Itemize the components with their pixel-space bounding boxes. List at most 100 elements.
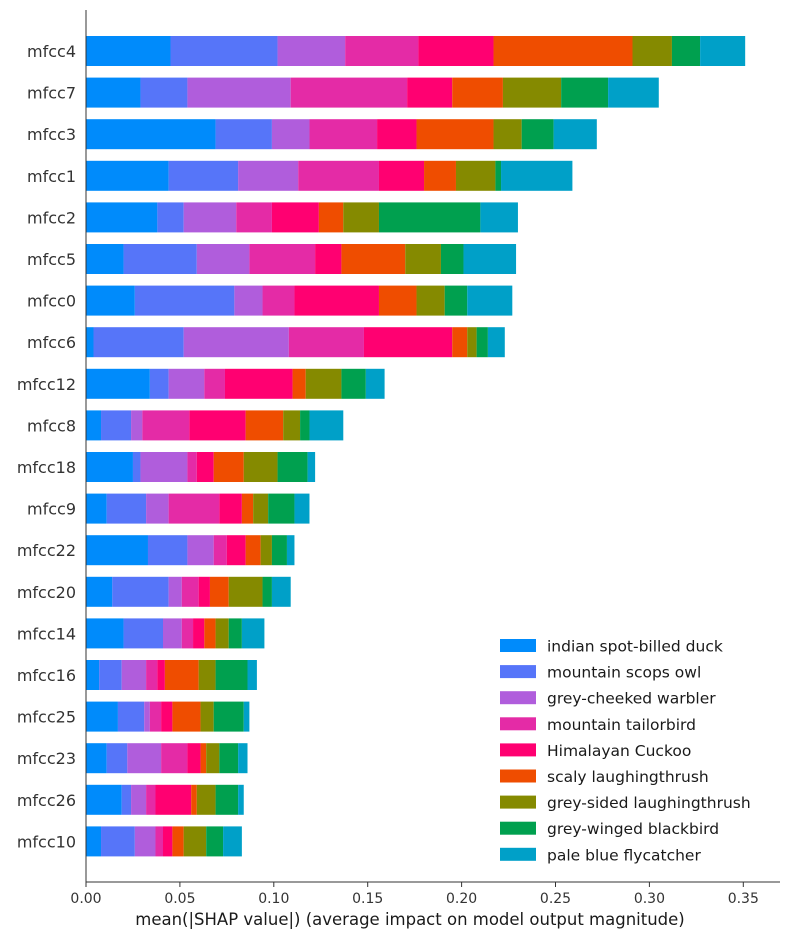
bar-mfcc2-series-0 [86, 202, 158, 233]
bar-mfcc22-series-0 [86, 535, 148, 566]
bar-mfcc25-series-8 [243, 701, 250, 732]
bar-mfcc22-series-7 [271, 535, 287, 566]
bar-mfcc18-series-2 [140, 452, 188, 482]
bar-mfcc8-series-6 [283, 410, 301, 441]
bar-mfcc3-series-8 [553, 119, 597, 150]
bar-mfcc0-series-7 [444, 285, 468, 316]
bar-mfcc3-series-6 [493, 119, 522, 150]
bar-mfcc23-series-5 [200, 743, 207, 774]
bar-mfcc25-series-2 [144, 701, 150, 732]
bar-mfcc26-series-2 [131, 784, 147, 815]
bar-mfcc22-series-4 [226, 535, 246, 566]
x-tick-label: 0.35 [728, 891, 759, 907]
bar-mfcc20-series-8 [271, 576, 291, 607]
bar-mfcc7-series-3 [290, 77, 408, 108]
bar-mfcc23-series-0 [86, 743, 107, 774]
bar-mfcc22-series-8 [286, 535, 295, 566]
bar-mfcc25-series-1 [117, 701, 145, 732]
bar-mfcc14-series-0 [86, 618, 124, 649]
bar-mfcc5-series-4 [315, 244, 342, 274]
x-tick-label: 0.00 [70, 891, 101, 907]
bar-mfcc12-series-5 [292, 368, 306, 399]
x-axis-ticks: 0.00 0.05 0.10 0.15 0.20 0.25 0.30 0.35 [70, 882, 759, 907]
feature-label-mfcc20: mfcc20 [17, 583, 76, 602]
bar-mfcc20-series-6 [228, 576, 263, 607]
bar-mfcc1-series-2 [238, 160, 299, 191]
bar-mfcc8-series-0 [86, 410, 102, 441]
legend-label: mountain tailorbird [547, 716, 696, 734]
bar-mfcc10-series-1 [101, 826, 135, 857]
feature-label-mfcc0: mfcc0 [27, 292, 76, 311]
bar-mfcc22-series-3 [213, 535, 227, 566]
bar-mfcc14-series-8 [241, 618, 265, 649]
bar-mfcc20-series-5 [209, 576, 229, 607]
legend-label: indian spot-billed duck [547, 638, 723, 656]
bar-mfcc2-series-2 [183, 202, 237, 233]
bar-mfcc9-series-7 [268, 493, 295, 524]
bar-mfcc3-series-2 [271, 119, 310, 150]
legend: indian spot-billed duck mountain scops ow… [500, 638, 751, 864]
bar-mfcc18-series-5 [213, 452, 244, 482]
bar-mfcc23-series-7 [219, 743, 239, 774]
feature-labels: mfcc4 mfcc7 mfcc3 mfcc1 mfcc2 mfcc5 mfcc0 mfcc6… [17, 42, 76, 851]
legend-swatch [500, 639, 536, 652]
bar-mfcc6-series-8 [487, 327, 505, 358]
bar-mfcc4-series-1 [170, 36, 278, 66]
bar-mfcc14-series-6 [215, 618, 229, 649]
bar-mfcc18-series-7 [277, 452, 308, 482]
bar-mfcc12-series-2 [168, 368, 205, 399]
bar-mfcc20-series-3 [181, 576, 199, 607]
bar-mfcc22-series-6 [260, 535, 272, 566]
feature-label-mfcc5: mfcc5 [27, 250, 76, 269]
bar-mfcc7-series-1 [140, 77, 188, 108]
bar-mfcc5-series-3 [249, 244, 316, 274]
bar-mfcc8-series-5 [245, 410, 284, 441]
bar-mfcc4-series-5 [493, 36, 633, 66]
bar-mfcc9-series-5 [241, 493, 254, 524]
legend-label: grey-sided laughingthrush [547, 794, 751, 812]
bar-mfcc5-series-8 [463, 244, 517, 274]
bar-mfcc5-series-2 [196, 244, 250, 274]
bar-mfcc26-series-0 [86, 784, 122, 815]
bar-mfcc6-series-7 [476, 327, 488, 358]
feature-label-mfcc16: mfcc16 [17, 666, 76, 685]
legend-swatch [500, 821, 536, 835]
bar-mfcc16-series-6 [198, 660, 216, 690]
bar-mfcc25-series-7 [213, 701, 244, 732]
bar-mfcc4-series-4 [418, 36, 494, 66]
bar-mfcc25-series-5 [172, 701, 201, 732]
bar-mfcc14-series-2 [162, 618, 182, 649]
bar-mfcc2-series-5 [318, 202, 344, 233]
bar-mfcc1-series-0 [86, 160, 169, 191]
bar-mfcc25-series-4 [161, 701, 173, 732]
x-tick-label: 0.20 [446, 891, 477, 907]
bar-mfcc3-series-0 [86, 119, 216, 150]
bar-mfcc10-series-2 [134, 826, 156, 857]
bar-mfcc5-series-6 [405, 244, 441, 274]
legend-label: pale blue flycatcher [547, 846, 701, 864]
bar-mfcc4-series-6 [632, 36, 672, 66]
bar-mfcc25-series-3 [149, 701, 162, 732]
bar-mfcc7-series-2 [187, 77, 291, 108]
bar-mfcc6-series-0 [86, 327, 94, 358]
bar-mfcc7-series-0 [86, 77, 141, 108]
bar-mfcc23-series-6 [206, 743, 220, 774]
bar-mfcc2-series-7 [378, 202, 481, 233]
bar-mfcc18-series-4 [196, 452, 214, 482]
feature-label-mfcc25: mfcc25 [17, 708, 76, 727]
legend-swatch [500, 743, 536, 757]
bar-mfcc22-series-1 [147, 535, 188, 566]
feature-label-mfcc10: mfcc10 [17, 832, 76, 851]
bar-mfcc1-series-4 [378, 160, 425, 191]
bar-mfcc2-series-1 [157, 202, 184, 233]
bar-mfcc4-series-3 [345, 36, 419, 66]
bar-mfcc16-series-1 [99, 660, 122, 690]
bar-mfcc1-series-6 [455, 160, 496, 191]
bar-mfcc12-series-3 [204, 368, 225, 399]
bar-mfcc25-series-6 [200, 701, 214, 732]
bar-mfcc16-series-2 [121, 660, 147, 690]
bar-mfcc12-series-8 [365, 368, 385, 399]
bar-mfcc10-series-6 [183, 826, 207, 857]
bar-mfcc6-series-4 [363, 327, 453, 358]
